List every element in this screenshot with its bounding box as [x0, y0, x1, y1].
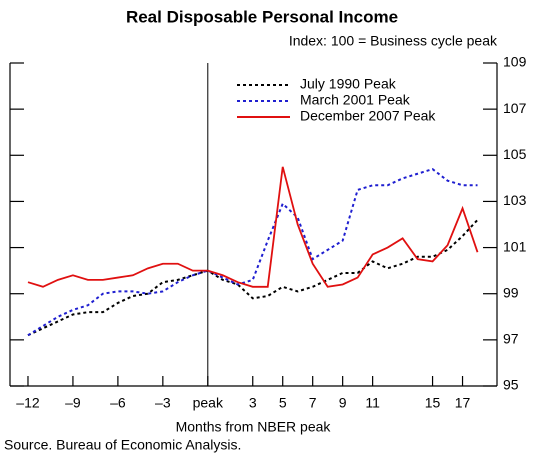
x-tick-label: –12 — [16, 395, 40, 411]
x-tick-label: –6 — [110, 395, 126, 411]
y-tick-label: 101 — [503, 238, 527, 254]
x-tick-label: 17 — [455, 395, 471, 411]
legend-label: July 1990 Peak — [300, 76, 397, 92]
y-tick-label: 97 — [503, 331, 519, 347]
series-line — [27, 219, 479, 337]
x-tick-label: 11 — [365, 395, 380, 411]
x-tick-label: 9 — [339, 395, 347, 411]
y-tick-label: 109 — [503, 54, 527, 70]
x-tick-label: peak — [193, 395, 224, 411]
chart-title: Real Disposable Personal Income — [126, 7, 398, 26]
x-tick-label: 15 — [425, 395, 441, 411]
x-tick-label: 3 — [249, 395, 257, 411]
x-tick-label: 7 — [309, 395, 317, 411]
y-tick-label: 103 — [503, 192, 527, 208]
y-tick-label: 99 — [503, 284, 519, 300]
series-line — [27, 166, 479, 288]
y-tick-label: 105 — [503, 146, 527, 162]
series-line — [27, 168, 478, 337]
x-tick-label: 5 — [279, 395, 287, 411]
y-tick-label: 107 — [503, 100, 527, 116]
y-tick-label: 95 — [503, 377, 519, 393]
x-tick-label: –9 — [65, 395, 81, 411]
x-tick-label: –3 — [155, 395, 171, 411]
legend-label: December 2007 Peak — [300, 108, 436, 124]
source-note: Source. Bureau of Economic Analysis. — [4, 437, 241, 453]
x-axis-label: Months from NBER peak — [176, 419, 332, 435]
chart-subtitle: Index: 100 = Business cycle peak — [289, 33, 498, 49]
legend-label: March 2001 Peak — [300, 92, 411, 108]
